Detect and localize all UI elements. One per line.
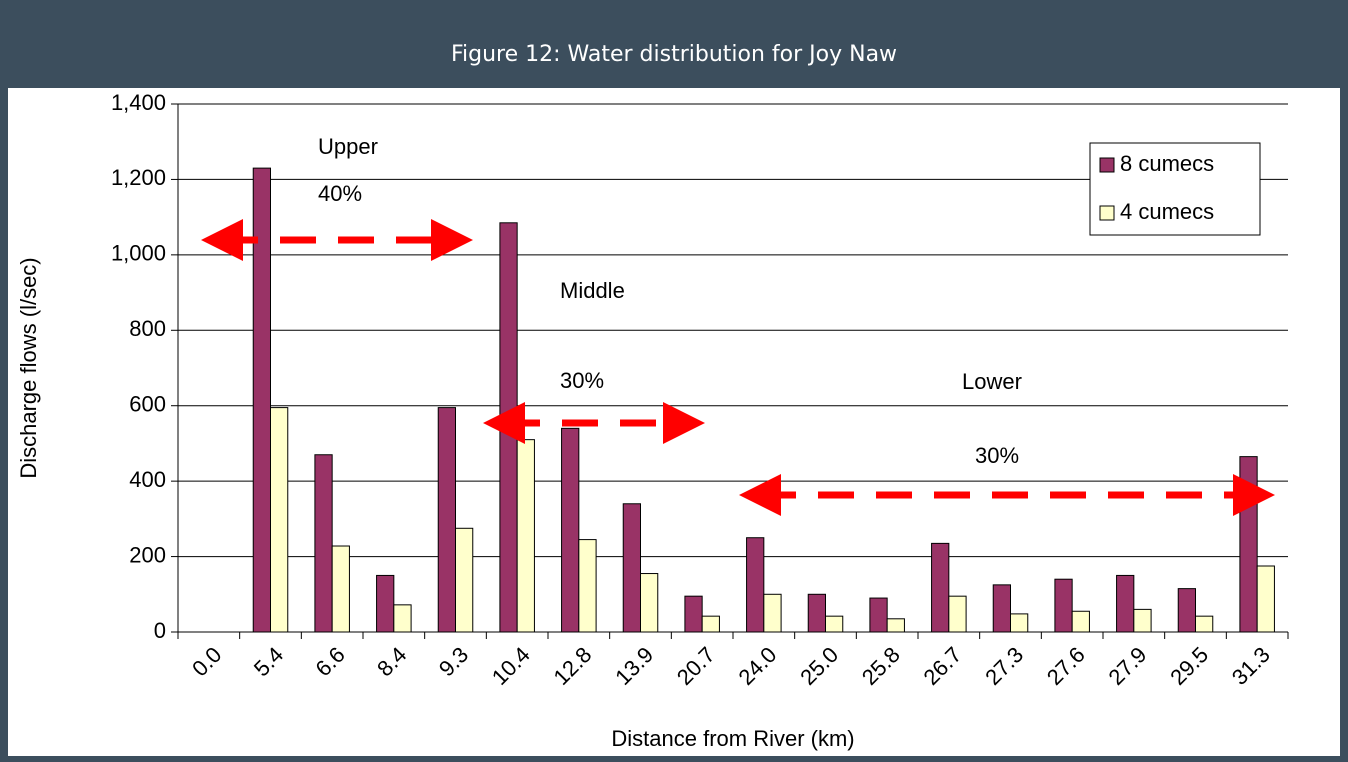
bar: [746, 537, 765, 633]
bar: [1054, 578, 1073, 633]
bar: [886, 618, 905, 633]
bar: [701, 615, 720, 633]
bar: [763, 593, 782, 633]
bar: [455, 527, 474, 633]
bar: [948, 595, 967, 633]
x-axis-label: Distance from River (km): [611, 726, 854, 751]
bar: [499, 222, 518, 633]
bar: [376, 574, 395, 633]
bar: [992, 584, 1012, 633]
bar: [622, 503, 642, 633]
y-tick-label: 1,400: [111, 90, 166, 115]
bar: [807, 593, 827, 633]
bar: [561, 427, 580, 633]
annotation: Lower: [962, 369, 1022, 394]
bar: [1177, 588, 1196, 633]
y-tick-label: 600: [129, 392, 166, 417]
annotation: 30%: [560, 368, 604, 393]
bar: [869, 597, 888, 633]
y-tick-label: 1,000: [111, 241, 166, 266]
annotation: Middle: [560, 278, 625, 303]
bar: [1239, 456, 1258, 633]
bar: [1116, 574, 1135, 633]
bar: [1071, 610, 1090, 633]
legend-label: 8 cumecs: [1120, 151, 1214, 176]
bar: [931, 542, 950, 633]
bar: [437, 407, 457, 633]
bar: [578, 539, 597, 633]
bar: [825, 615, 844, 633]
bar: [314, 454, 333, 633]
y-tick-label: 800: [129, 316, 166, 341]
bar: [1195, 615, 1214, 633]
legend-box: [1089, 142, 1261, 236]
bar: [393, 604, 412, 633]
y-axis-label: Discharge flows (l/sec): [16, 257, 41, 478]
bar: [270, 407, 289, 633]
bar: [640, 573, 659, 633]
y-tick-label: 1,200: [111, 165, 166, 190]
bar: [331, 545, 350, 633]
legend-label: 4 cumecs: [1120, 199, 1214, 224]
legend-swatch: [1099, 157, 1115, 173]
y-tick-label: 400: [129, 467, 166, 492]
bar: [1010, 613, 1029, 633]
legend-swatch: [1099, 205, 1115, 221]
y-tick-label: 200: [129, 542, 166, 567]
annotation: Upper: [318, 134, 378, 159]
chart-title: Figure 12: Water distribution for Joy Na…: [451, 42, 897, 67]
y-tick-label: 0: [154, 618, 166, 643]
bar: [684, 595, 703, 633]
bar: [1133, 608, 1152, 633]
arrows: [201, 219, 1275, 516]
bar: [1256, 565, 1275, 633]
bar: [516, 439, 535, 633]
annotation: 40%: [318, 181, 362, 206]
annotation: 30%: [975, 443, 1019, 468]
